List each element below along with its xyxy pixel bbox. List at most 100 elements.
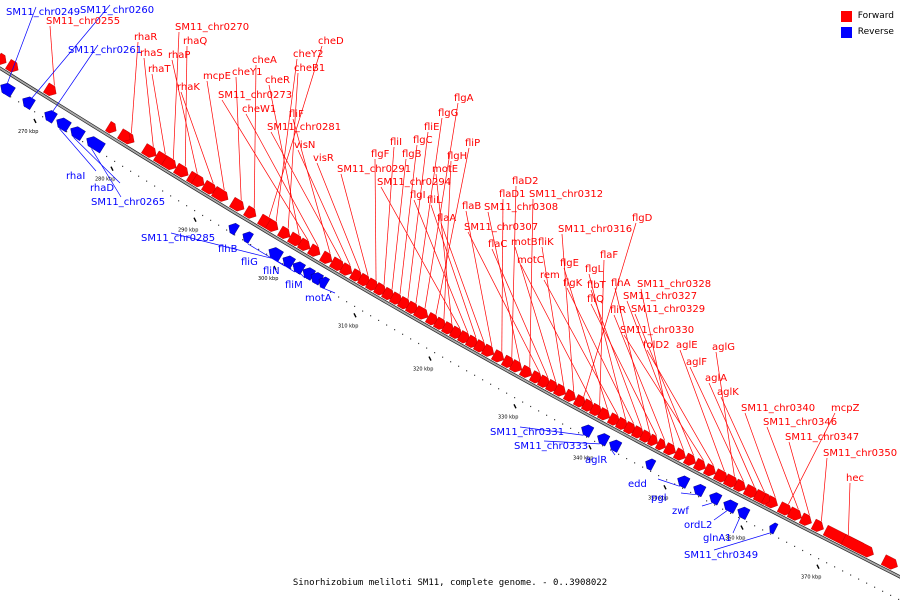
forward-gene-label: rhaR	[134, 32, 157, 43]
tick-mark	[110, 166, 114, 171]
minor-tick	[874, 586, 876, 588]
forward-gene	[742, 483, 758, 499]
minor-tick	[154, 185, 156, 187]
forward-gene	[105, 121, 117, 134]
label-leader	[407, 131, 429, 299]
minor-tick	[634, 462, 636, 464]
forward-gene-label: aglG	[712, 342, 735, 353]
reverse-gene	[70, 126, 86, 141]
label-leader	[713, 532, 770, 551]
label-leader	[253, 64, 257, 209]
minor-tick	[122, 165, 124, 167]
minor-tick	[890, 594, 892, 596]
reverse-gene	[318, 276, 330, 289]
map-caption: Sinorhizobium meliloti SM11, complete ge…	[292, 578, 608, 588]
minor-tick	[570, 427, 572, 430]
forward-gene-label: flbT	[587, 280, 607, 291]
minor-tick	[826, 562, 828, 564]
tick-label: 340 kbp	[573, 455, 593, 461]
label-leader	[383, 146, 395, 285]
label-leader	[680, 492, 696, 496]
label-leader	[319, 286, 336, 294]
forward-gene-label: cheR	[265, 75, 290, 86]
forward-gene-label: flaF	[600, 250, 618, 261]
reverse-gene-label: SM11_chr0333	[514, 441, 588, 452]
reverse-gene-label: aglR	[585, 455, 607, 466]
minor-tick	[250, 243, 252, 246]
forward-gene-label: fliI	[390, 137, 402, 148]
forward-gene	[373, 282, 387, 296]
label-leader	[611, 450, 616, 456]
minor-tick	[642, 466, 644, 468]
forward-gene	[480, 343, 495, 357]
minor-tick	[498, 388, 500, 390]
forward-gene-label: rhaT	[148, 64, 171, 75]
forward-gene	[702, 463, 716, 477]
label-leader	[297, 149, 351, 266]
minor-tick	[186, 205, 188, 207]
minor-tick	[778, 537, 780, 539]
label-leader	[170, 232, 272, 259]
label-leader	[180, 91, 214, 184]
minor-tick	[426, 347, 428, 349]
label-leader	[646, 349, 714, 466]
label-leader	[634, 313, 694, 456]
minor-tick	[442, 356, 444, 358]
tick-mark	[513, 404, 517, 409]
label-leader	[821, 457, 828, 522]
forward-gene	[798, 512, 812, 526]
label-leader	[519, 426, 584, 436]
forward-gene-label: SM11_chr0294	[377, 177, 451, 188]
forward-gene-label: folD2	[643, 340, 669, 351]
reverse-gene-label: rhaI	[66, 171, 85, 182]
forward-gene-label: flgE	[560, 258, 579, 269]
label-leader	[235, 76, 242, 201]
legend-item-forward: Forward	[840, 8, 894, 24]
minor-tick	[490, 383, 492, 385]
forward-gene	[682, 452, 696, 466]
forward-gene	[508, 359, 523, 373]
forward-gene-label: SM11_chr0350	[823, 448, 897, 459]
forward-gene-label: fliF	[289, 109, 304, 120]
label-leader	[541, 246, 565, 386]
label-leader	[491, 248, 549, 378]
label-leader	[292, 118, 331, 254]
forward-gene-label: SM11_chr0270	[175, 22, 249, 33]
forward-gene	[191, 173, 205, 188]
label-leader	[514, 246, 557, 382]
forward-gene-label: flgK	[563, 278, 583, 289]
forward-gene-label: flgB	[402, 149, 422, 160]
forward-gene	[786, 506, 802, 521]
minor-tick	[378, 319, 380, 321]
minor-tick	[562, 423, 564, 425]
forward-gene-label: flhA	[611, 278, 631, 289]
minor-tick	[794, 545, 796, 547]
label-leader	[270, 256, 295, 273]
reverse-gene	[581, 424, 595, 438]
label-leader	[590, 303, 657, 436]
reverse-gene-label: edd	[628, 479, 647, 490]
forward-gene-label: SM11_chr0281	[267, 122, 341, 133]
minor-tick	[234, 234, 236, 236]
forward-gene-label: flgL	[585, 264, 604, 275]
forward-gene	[141, 143, 157, 158]
minor-tick	[210, 219, 212, 221]
label-leader	[435, 173, 453, 324]
label-leader	[130, 41, 139, 134]
forward-gene-label: mcpZ	[831, 403, 860, 414]
tick-mark	[816, 564, 820, 569]
label-leader	[268, 45, 323, 218]
forward-gene-label: mcpE	[203, 71, 231, 82]
minor-tick	[346, 301, 348, 303]
minor-tick	[282, 263, 284, 265]
forward-gene	[760, 493, 770, 506]
label-leader	[171, 59, 198, 174]
minor-tick	[10, 96, 12, 98]
label-leader	[424, 102, 459, 309]
reverse-gene-label: fliM	[285, 280, 303, 291]
reverse-gene-label: glnA1	[703, 533, 732, 544]
reverse-gene	[609, 439, 623, 453]
reverse-gene-label: motA	[305, 293, 332, 304]
forward-gene-label: fliQ	[587, 294, 604, 305]
